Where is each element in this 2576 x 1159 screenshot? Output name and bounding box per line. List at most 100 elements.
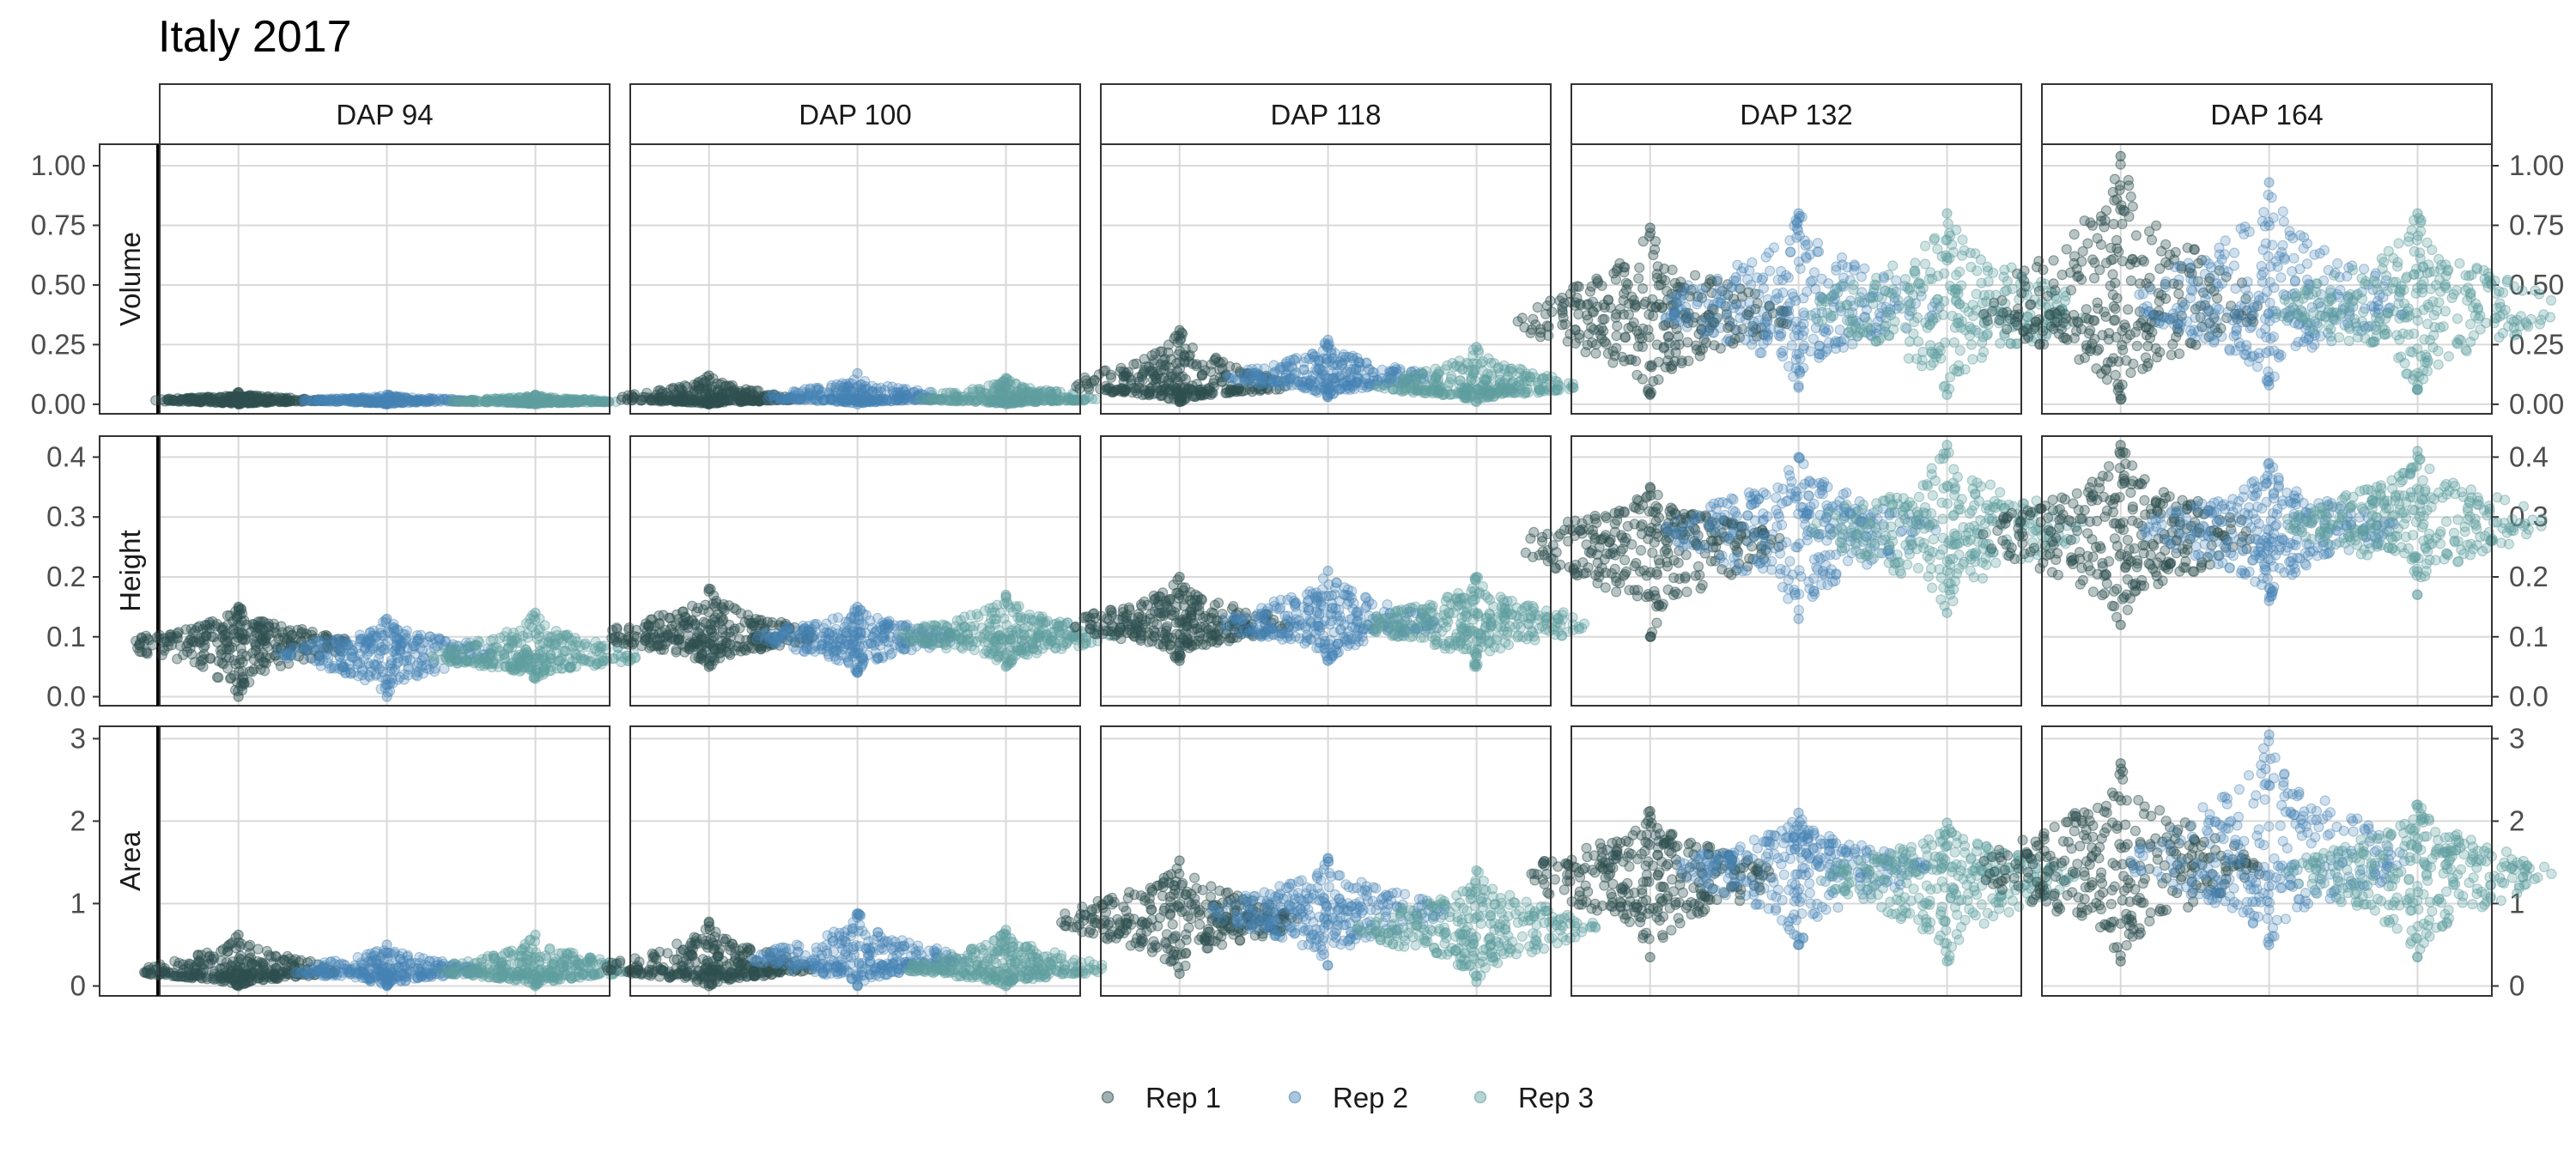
point-rep-3 [1931, 294, 1943, 305]
point-rep-1 [295, 628, 307, 640]
point-rep-2 [423, 396, 434, 407]
point-rep-3 [1887, 260, 1899, 271]
point-rep-3 [2283, 297, 2294, 308]
point-rep-3 [1516, 364, 1528, 375]
point-rep-2 [1337, 358, 1348, 369]
point-rep-3 [1900, 274, 1911, 285]
point-rep-3 [2506, 314, 2517, 325]
point-rep-2 [2301, 274, 2313, 285]
row-strip-volume [99, 143, 161, 415]
point-rep-3 [2418, 365, 2429, 376]
point-rep-1 [183, 393, 194, 404]
point-rep-1 [205, 397, 216, 408]
swarm-rep-3-volume-dap-118 [1371, 342, 1579, 408]
point-rep-2 [2216, 331, 2227, 343]
point-rep-3 [1932, 244, 1943, 255]
point-rep-2 [2154, 316, 2166, 327]
point-rep-3 [455, 397, 466, 408]
point-rep-1 [2103, 334, 2114, 345]
point-rep-3 [1493, 386, 1504, 397]
point-rep-1 [253, 393, 264, 404]
point-rep-2 [1698, 328, 1710, 339]
point-rep-1 [1074, 383, 1085, 394]
point-rep-1 [1631, 369, 1643, 380]
point-rep-2 [2264, 220, 2275, 231]
y-tick-label-left-height: 0.1 [46, 621, 86, 652]
point-rep-3 [2329, 270, 2340, 281]
point-rep-1 [1590, 348, 1601, 359]
point-rep-3 [1871, 272, 1882, 283]
point-rep-1 [1599, 301, 1611, 313]
point-rep-2 [2230, 282, 2241, 294]
point-rep-3 [2440, 282, 2451, 294]
point-rep-1 [1126, 379, 1137, 390]
point-rep-1 [195, 397, 206, 408]
point-rep-1 [257, 616, 268, 627]
point-rep-2 [2242, 276, 2253, 288]
point-rep-2 [2163, 313, 2175, 325]
point-rep-1 [1601, 338, 1612, 349]
point-rep-3 [2423, 301, 2434, 313]
point-rep-1 [304, 395, 315, 406]
point-rep-1 [2146, 234, 2158, 246]
point-rep-3 [1462, 359, 1473, 370]
point-rep-1 [253, 396, 264, 407]
point-rep-3 [2394, 313, 2405, 324]
point-rep-2 [1795, 367, 1806, 378]
point-rep-2 [1722, 333, 1734, 344]
point-rep-1 [2113, 356, 2124, 367]
point-rep-1 [1629, 299, 1640, 310]
point-rep-1 [2115, 394, 2126, 405]
panel-volume-dap-100 [616, 143, 1102, 415]
point-rep-2 [1734, 283, 1745, 294]
point-rep-3 [1976, 352, 1987, 363]
point-rep-3 [2494, 331, 2505, 343]
point-rep-2 [1789, 331, 1800, 342]
point-rep-3 [543, 393, 555, 404]
point-rep-1 [2065, 267, 2076, 278]
point-rep-1 [2069, 228, 2080, 240]
point-rep-3 [2352, 331, 2363, 343]
point-rep-3 [2463, 282, 2474, 294]
point-rep-3 [1945, 230, 1956, 241]
point-rep-1 [2151, 352, 2163, 363]
point-rep-1 [2049, 306, 2060, 318]
point-rep-3 [1953, 317, 1965, 329]
point-rep-2 [1791, 316, 1802, 327]
point-rep-1 [1158, 360, 1170, 371]
point-rep-2 [1334, 385, 1345, 396]
point-rep-1 [2002, 324, 2013, 335]
point-rep-2 [1786, 340, 1797, 351]
point-rep-2 [396, 394, 407, 405]
point-rep-1 [2081, 343, 2093, 354]
strip-label-dap-100: DAP 100 [799, 99, 911, 130]
point-rep-2 [1772, 274, 1783, 286]
point-rep-3 [2374, 313, 2385, 324]
point-rep-2 [1784, 234, 1795, 246]
point-rep-1 [1653, 374, 1664, 385]
point-rep-3 [1904, 300, 1915, 311]
point-rep-3 [1431, 371, 1443, 382]
point-rep-3 [1813, 316, 1824, 327]
point-rep-2 [381, 398, 392, 410]
point-rep-3 [1883, 270, 1894, 281]
point-rep-2 [1777, 345, 1789, 356]
point-rep-1 [275, 392, 286, 404]
strip-dap-94 [159, 83, 611, 145]
point-rep-1 [1612, 320, 1623, 331]
point-rep-2 [1697, 282, 1708, 294]
point-rep-3 [1965, 247, 1976, 258]
point-rep-2 [2359, 264, 2370, 275]
point-rep-1 [270, 391, 282, 403]
point-rep-2 [2258, 207, 2269, 218]
point-rep-2 [2309, 249, 2320, 260]
point-rep-1 [270, 394, 282, 405]
point-rep-1 [1643, 231, 1656, 242]
point-rep-1 [1637, 323, 1649, 334]
point-rep-2 [2275, 272, 2287, 283]
point-rep-2 [2269, 371, 2280, 382]
point-rep-3 [1971, 288, 1982, 300]
point-rep-1 [1651, 269, 1662, 280]
point-rep-3 [1865, 293, 1876, 304]
point-rep-2 [1712, 273, 1723, 284]
